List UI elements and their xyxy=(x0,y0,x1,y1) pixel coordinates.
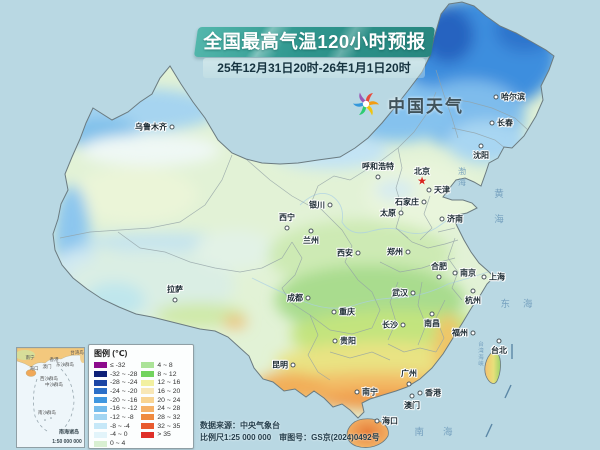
logo-text: 中国天气 xyxy=(388,96,464,116)
forecast-period: 25年12月31日20时-26年1月1日20时 xyxy=(203,58,425,78)
legend-row: 8 ~ 12 xyxy=(141,370,180,379)
legend-range-label: 4 ~ 8 xyxy=(157,361,173,369)
legend-swatch xyxy=(141,362,155,369)
legend-swatch xyxy=(94,362,107,369)
inset-label: 海口 xyxy=(29,366,39,371)
legend-range-label: -24 ~ -20 xyxy=(110,387,138,395)
legend-swatch xyxy=(94,431,107,438)
legend-swatch xyxy=(94,379,107,386)
legend-swatch xyxy=(141,388,155,395)
legend-range-label: -16 ~ -12 xyxy=(110,405,138,413)
taiwan-island xyxy=(484,350,501,384)
legend-row: 0 ~ 4 xyxy=(94,439,137,448)
legend-range-label: 16 ~ 20 xyxy=(157,387,181,395)
legend-range-label: 32 ~ 35 xyxy=(157,422,181,430)
legend-range-label: -4 ~ 0 xyxy=(110,431,128,439)
legend-swatch xyxy=(94,423,107,430)
legend-row: -12 ~ -8 xyxy=(94,413,137,422)
legend-row: -20 ~ -16 xyxy=(94,396,137,405)
legend-swatch xyxy=(141,414,155,421)
inset-label: 中沙群岛 xyxy=(45,382,63,387)
legend-row: -28 ~ -24 xyxy=(94,378,137,387)
legend-title: 图例 (℃) xyxy=(94,349,128,358)
inset-label: 南海诸岛 xyxy=(58,429,80,436)
legend-range-label: -12 ~ -8 xyxy=(110,413,134,421)
legend-swatch xyxy=(141,423,155,430)
national-border xyxy=(52,1,555,419)
legend-range-label: 28 ~ 32 xyxy=(157,413,181,421)
legend-row: 32 ~ 35 xyxy=(141,422,180,431)
south-china-sea-inset: 南宁 香港澳门 海口 台湾岛东沙群岛西沙群岛 中沙群岛南沙群岛南海诸岛 1:50 000 … xyxy=(16,347,85,448)
legend-range-label: -28 ~ -24 xyxy=(110,379,138,387)
legend-swatch xyxy=(141,405,155,412)
legend-row: 4 ~ 8 xyxy=(141,361,180,370)
legend-row: 20 ~ 24 xyxy=(141,396,180,405)
inset-label: 香港 xyxy=(49,357,59,362)
legend-swatch xyxy=(141,431,155,438)
inset-label: 南沙群岛 xyxy=(38,410,56,415)
legend-panel: 图例 (℃) ≤ -32 -32 ~ -28 -28 ~ -24 -24 ~ -20-… xyxy=(88,344,194,449)
legend-range-label: -32 ~ -28 xyxy=(110,370,138,378)
rivers xyxy=(251,193,489,309)
legend-swatch xyxy=(94,440,107,447)
source-line1: 数据来源：中央气象台 xyxy=(200,421,280,430)
legend-range-label: 20 ~ 24 xyxy=(157,396,181,404)
legend-row: > 35 xyxy=(141,431,180,440)
title-banner: 全国最高气温120小时预报 xyxy=(193,27,436,57)
legend-range-label: 24 ~ 28 xyxy=(157,405,181,413)
legend-col-left: ≤ -32 -32 ~ -28 -28 ~ -24 -24 ~ -20 -20 ~ -1… xyxy=(94,361,137,448)
legend-row: -4 ~ 0 xyxy=(94,431,137,440)
legend-swatch xyxy=(141,371,155,378)
legend-row: 16 ~ 20 xyxy=(141,387,180,396)
legend-row: 28 ~ 32 xyxy=(141,413,180,422)
legend-row: ≤ -32 xyxy=(94,361,137,370)
pinwheel-icon xyxy=(353,92,379,116)
legend-range-label: -20 ~ -16 xyxy=(110,396,138,404)
legend-row: 24 ~ 28 xyxy=(141,404,180,413)
page-title: 全国最高气温120小时预报 xyxy=(203,31,426,52)
inset-label: 南宁 xyxy=(25,355,35,360)
maritime-dashes xyxy=(485,344,513,438)
weather-logo: 中国天气 xyxy=(353,91,464,117)
legend-range-label: > 35 xyxy=(157,431,171,439)
inset-label: 台湾岛 xyxy=(70,350,84,355)
legend-range-label: 8 ~ 12 xyxy=(157,370,177,378)
legend-range-label: -8 ~ -4 xyxy=(110,422,130,430)
legend-range-label: 0 ~ 4 xyxy=(110,440,126,448)
inset-label: 东沙群岛 xyxy=(56,362,74,367)
legend-swatch xyxy=(141,379,155,386)
source-note: 数据来源：中央气象台 比例尺1:25 000 000 审图号：GS京(2024)… xyxy=(200,420,380,444)
legend-swatch xyxy=(94,371,107,378)
province-borders xyxy=(59,69,529,381)
hainan-island xyxy=(346,418,389,448)
legend-row: -32 ~ -28 xyxy=(94,370,137,379)
inset-label: 西沙群岛 xyxy=(40,376,58,381)
legend-row: -24 ~ -20 xyxy=(94,387,137,396)
inset-label: 澳门 xyxy=(42,364,52,369)
legend-swatch xyxy=(94,397,107,404)
legend-range-label: 12 ~ 16 xyxy=(157,379,181,387)
inset-map-graphic xyxy=(17,348,84,447)
legend-swatch xyxy=(94,388,107,395)
legend-range-label: ≤ -32 xyxy=(110,361,126,369)
legend-row: 12 ~ 16 xyxy=(141,378,180,387)
legend-swatch xyxy=(94,405,107,412)
legend-row: -16 ~ -12 xyxy=(94,404,137,413)
source-line2: 比例尺1:25 000 000 审图号：GS京(2024)0492号 xyxy=(200,433,380,442)
inset-label: 1:50 000 000 xyxy=(52,439,82,445)
legend-swatch xyxy=(94,414,107,421)
legend-row: -8 ~ -4 xyxy=(94,422,137,431)
legend-swatch xyxy=(141,397,155,404)
